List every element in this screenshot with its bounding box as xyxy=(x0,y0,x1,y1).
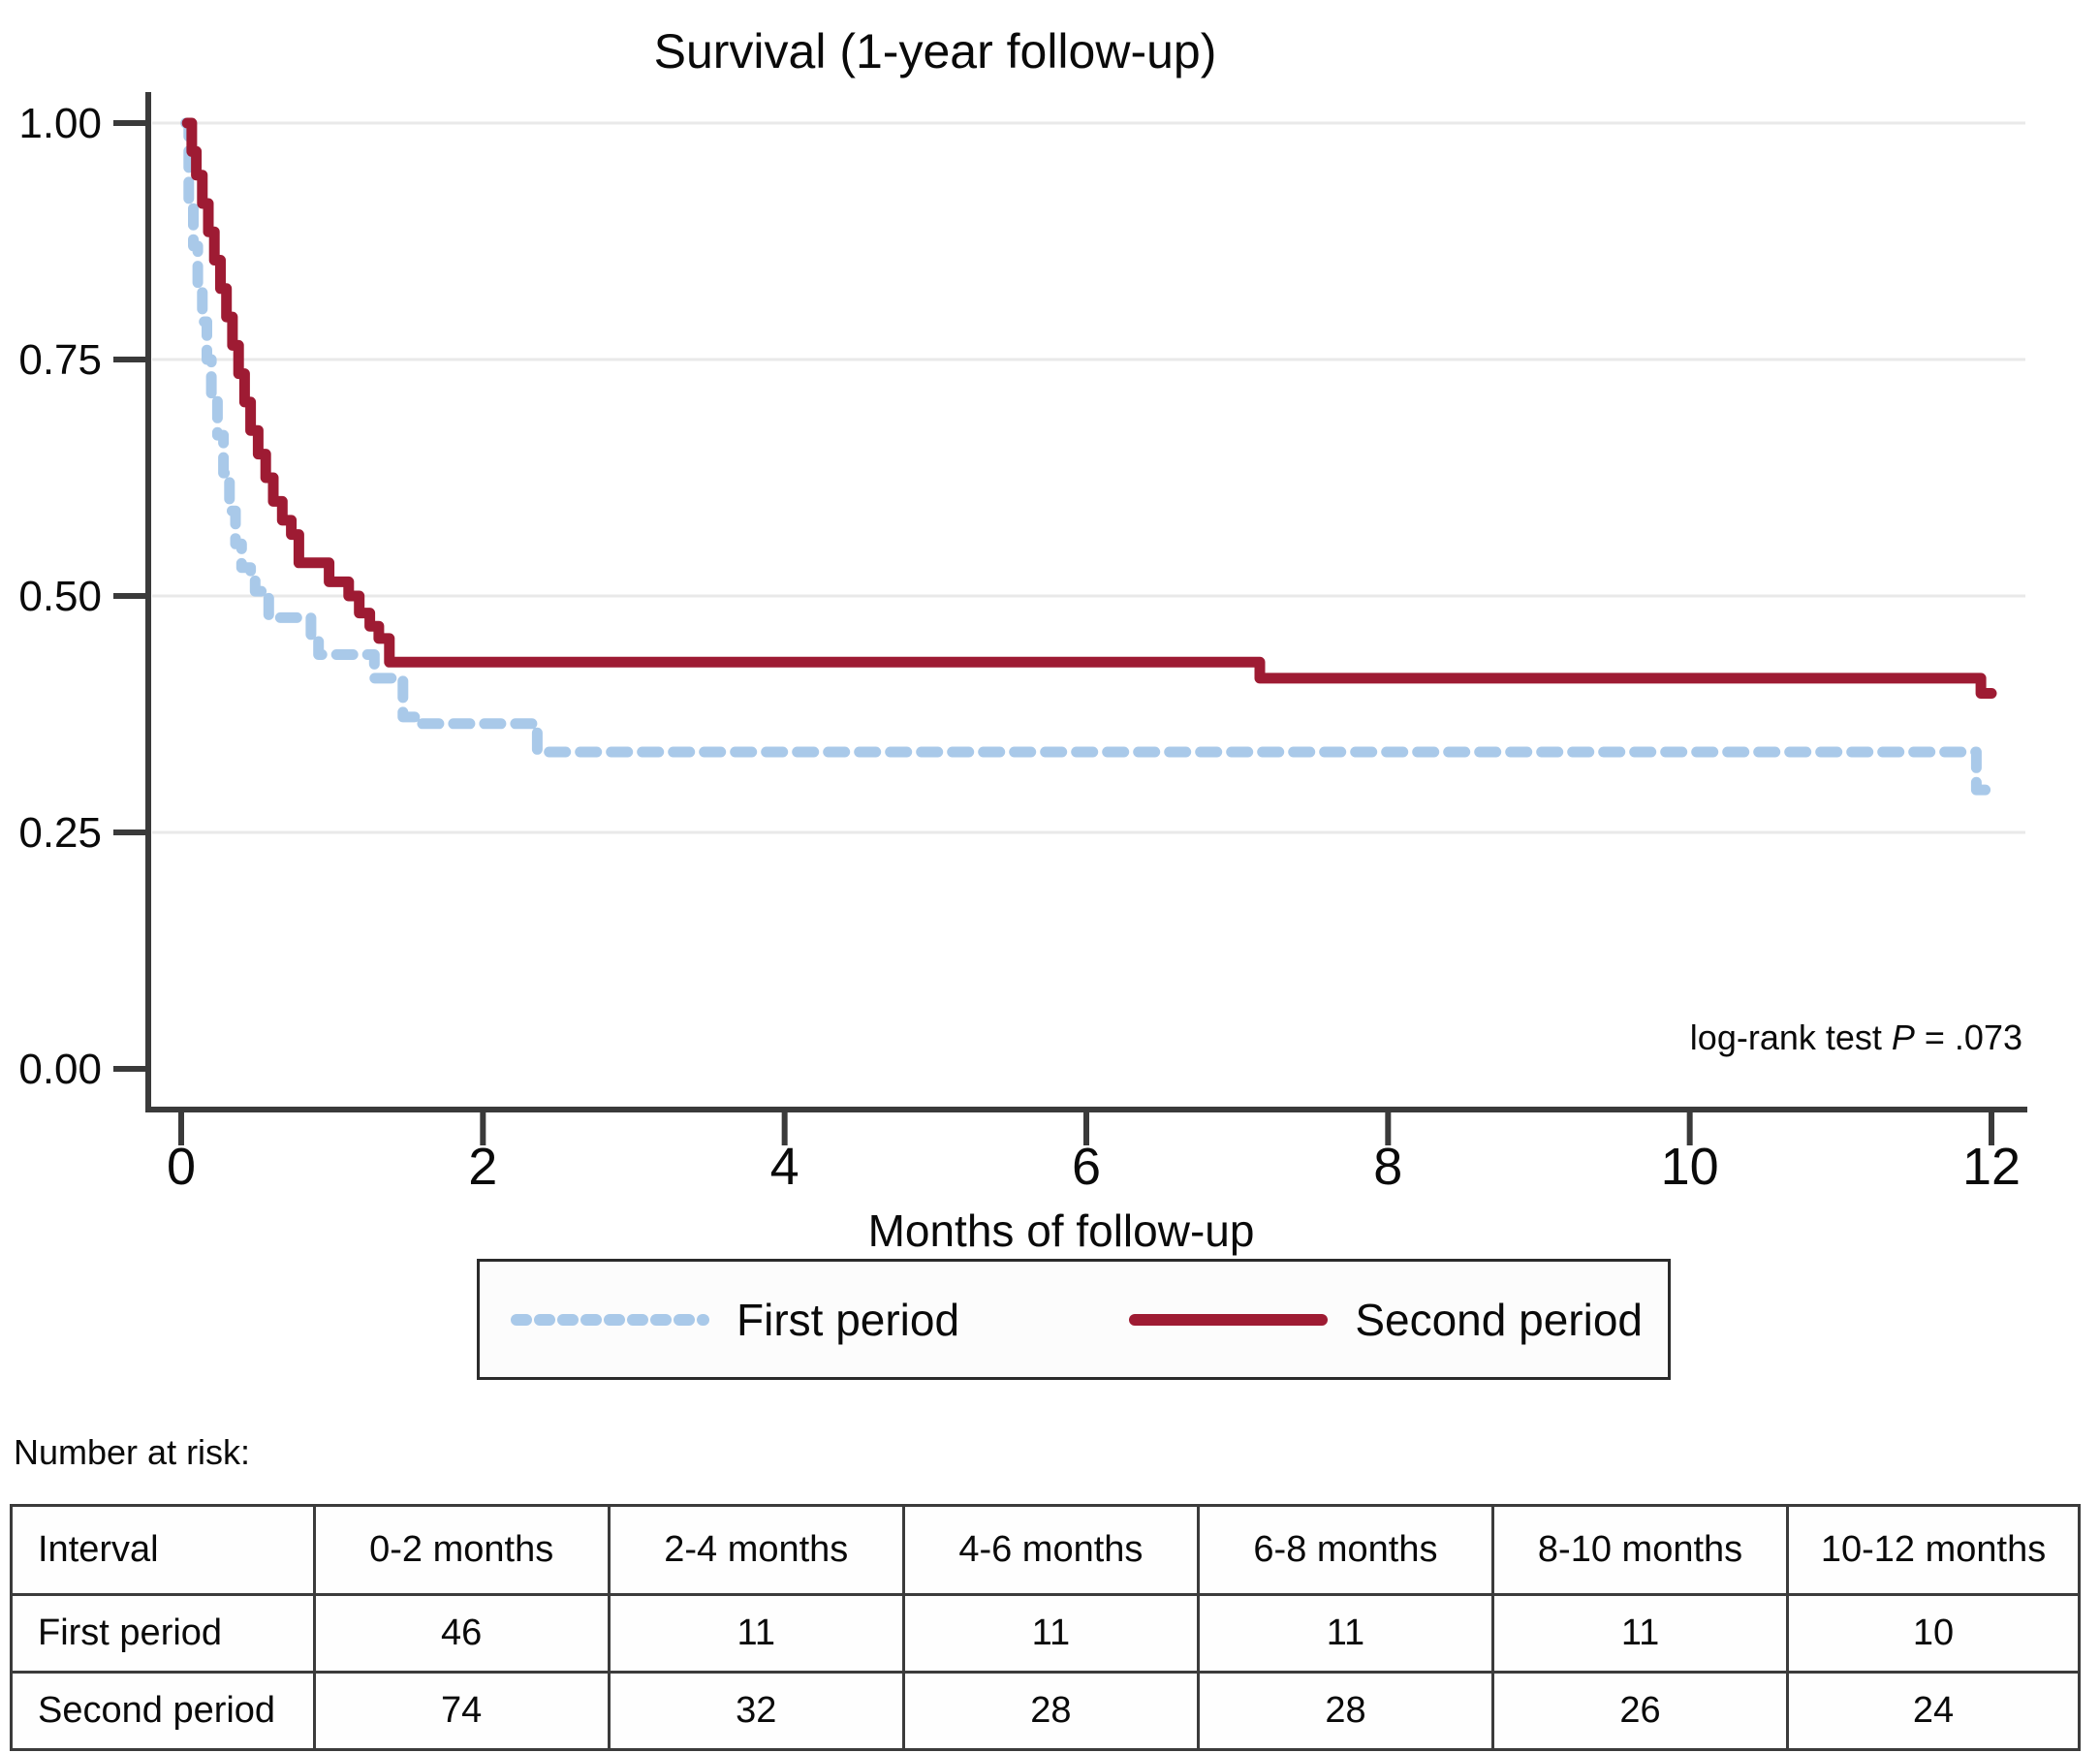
y-tick-label-0.50: 0.50 xyxy=(18,573,102,620)
risk-value-second-period-col2: 32 xyxy=(607,1671,905,1751)
risk-header-4-6-months: 4-6 months xyxy=(901,1504,1200,1596)
legend-label-first-period: First period xyxy=(737,1294,960,1345)
y-tick-label-1.00: 1.00 xyxy=(18,100,102,147)
y-tick-label-0.75: 0.75 xyxy=(18,336,102,384)
logrank-text-prefix: log-rank test xyxy=(1689,1017,1892,1057)
risk-value-first-period-col4: 11 xyxy=(1196,1593,1495,1674)
risk-header-2-4-months: 2-4 months xyxy=(607,1504,905,1596)
risk-value-second-period-col4: 28 xyxy=(1196,1671,1495,1751)
risk-table-caption: Number at risk: xyxy=(14,1432,251,1472)
risk-value-first-period-col2: 11 xyxy=(607,1593,905,1674)
x-tick-label-10: 10 xyxy=(1661,1138,1719,1196)
x-tick-label-4: 4 xyxy=(770,1138,799,1196)
x-axis-title: Months of follow-up xyxy=(867,1205,1255,1256)
risk-header-10-12-months: 10-12 months xyxy=(1786,1504,2081,1596)
x-tick-label-12: 12 xyxy=(1962,1138,2021,1196)
x-tick-label-2: 2 xyxy=(468,1138,497,1196)
legend-swatch-first-period xyxy=(511,1313,709,1326)
y-tick-label-0.00: 0.00 xyxy=(18,1046,102,1093)
risk-value-second-period-col3: 28 xyxy=(901,1671,1200,1751)
risk-row-second-period: Second period 74 32 28 28 26 24 xyxy=(10,1671,2081,1751)
x-tick-label-8: 8 xyxy=(1373,1138,1402,1196)
risk-table: Interval 0-2 months 2-4 months 4-6 months 6-… xyxy=(10,1504,2081,1751)
y-tick-label-0.25: 0.25 xyxy=(18,809,102,857)
x-tick-label-6: 6 xyxy=(1072,1138,1101,1196)
legend-label-second-period: Second period xyxy=(1355,1294,1643,1345)
legend-item-first-period: First period xyxy=(511,1294,959,1346)
curve-first-period xyxy=(180,117,1997,796)
x-tick-label-0: 0 xyxy=(167,1138,196,1196)
risk-header-0-2-months: 0-2 months xyxy=(312,1504,611,1596)
risk-value-second-period-col1: 74 xyxy=(312,1671,611,1751)
risk-value-first-period-col6: 10 xyxy=(1786,1593,2081,1674)
logrank-annotation: log-rank test P = .073 xyxy=(1690,1017,2022,1058)
legend: First period Second period xyxy=(477,1259,1671,1380)
legend-item-second-period: Second period xyxy=(1129,1294,1643,1346)
legend-swatch-second-period xyxy=(1129,1313,1329,1326)
risk-row-label-second-period: Second period xyxy=(10,1671,316,1751)
risk-value-first-period-col5: 11 xyxy=(1490,1593,1790,1674)
logrank-text-suffix: = .073 xyxy=(1914,1017,2022,1057)
risk-row-first-period: First period 46 11 11 11 11 10 xyxy=(10,1593,2081,1674)
risk-table-header-row: Interval 0-2 months 2-4 months 4-6 months 6-… xyxy=(10,1504,2081,1596)
risk-value-second-period-col6: 24 xyxy=(1786,1671,2081,1751)
logrank-p-symbol: P xyxy=(1891,1017,1915,1057)
risk-header-8-10-months: 8-10 months xyxy=(1490,1504,1790,1596)
risk-value-second-period-col5: 26 xyxy=(1490,1671,1790,1751)
risk-header-interval: Interval xyxy=(10,1504,316,1596)
risk-header-6-8-months: 6-8 months xyxy=(1196,1504,1495,1596)
risk-value-first-period-col3: 11 xyxy=(901,1593,1200,1674)
chart-title: Survival (1-year follow-up) xyxy=(653,24,1217,78)
curve-second-period xyxy=(181,117,1997,699)
risk-value-first-period-col1: 46 xyxy=(312,1593,611,1674)
risk-row-label-first-period: First period xyxy=(10,1593,316,1674)
